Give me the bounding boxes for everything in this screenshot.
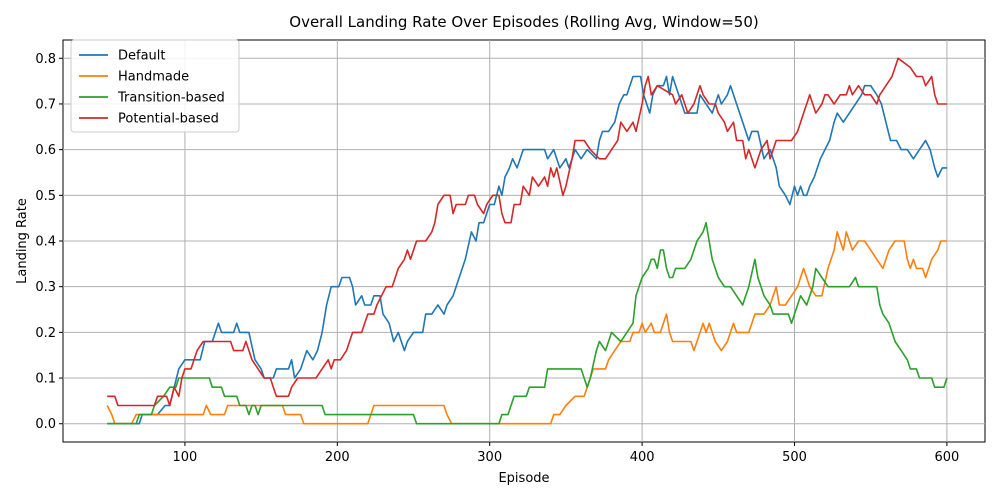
legend-label-default: Default xyxy=(118,49,166,64)
x-axis-ticks: 100 200 300 400 500 600 xyxy=(173,442,959,465)
x-tick-label: 200 xyxy=(325,450,350,465)
y-tick-label: 0.4 xyxy=(35,235,56,250)
x-tick-label: 400 xyxy=(630,450,655,465)
y-tick-label: 0.7 xyxy=(35,97,56,112)
y-tick-label: 0.1 xyxy=(35,372,56,387)
series-line-handmade xyxy=(106,231,947,425)
legend-label-transition-based: Transition-based xyxy=(117,91,225,106)
legend-label-potential-based: Potential-based xyxy=(118,112,219,127)
series-line-default xyxy=(107,75,947,425)
series-line-potential-based xyxy=(107,57,947,407)
y-axis-ticks: 0.0 0.1 0.2 0.3 0.4 0.5 0.6 0.7 0.8 xyxy=(35,52,63,432)
chart-legend: Default Handmade Transition-based Potential… xyxy=(70,39,240,133)
x-tick-label: 100 xyxy=(173,450,198,465)
legend-box xyxy=(70,39,240,133)
y-tick-label: 0.2 xyxy=(35,326,56,341)
x-axis-label: Episode xyxy=(498,471,549,486)
y-tick-label: 0.8 xyxy=(35,52,56,67)
series-line-transition-based xyxy=(107,221,948,425)
y-tick-label: 0.0 xyxy=(35,417,56,432)
x-tick-label: 500 xyxy=(782,450,807,465)
x-tick-label: 600 xyxy=(934,450,959,465)
y-axis-label: Landing Rate xyxy=(15,198,30,284)
y-tick-label: 0.6 xyxy=(35,143,56,158)
series-lines xyxy=(106,57,948,425)
legend-label-handmade: Handmade xyxy=(118,70,189,85)
chart-title: Overall Landing Rate Over Episodes (Roll… xyxy=(289,13,758,31)
y-tick-label: 0.5 xyxy=(35,189,56,204)
x-tick-label: 300 xyxy=(477,450,502,465)
y-tick-label: 0.3 xyxy=(35,280,56,295)
